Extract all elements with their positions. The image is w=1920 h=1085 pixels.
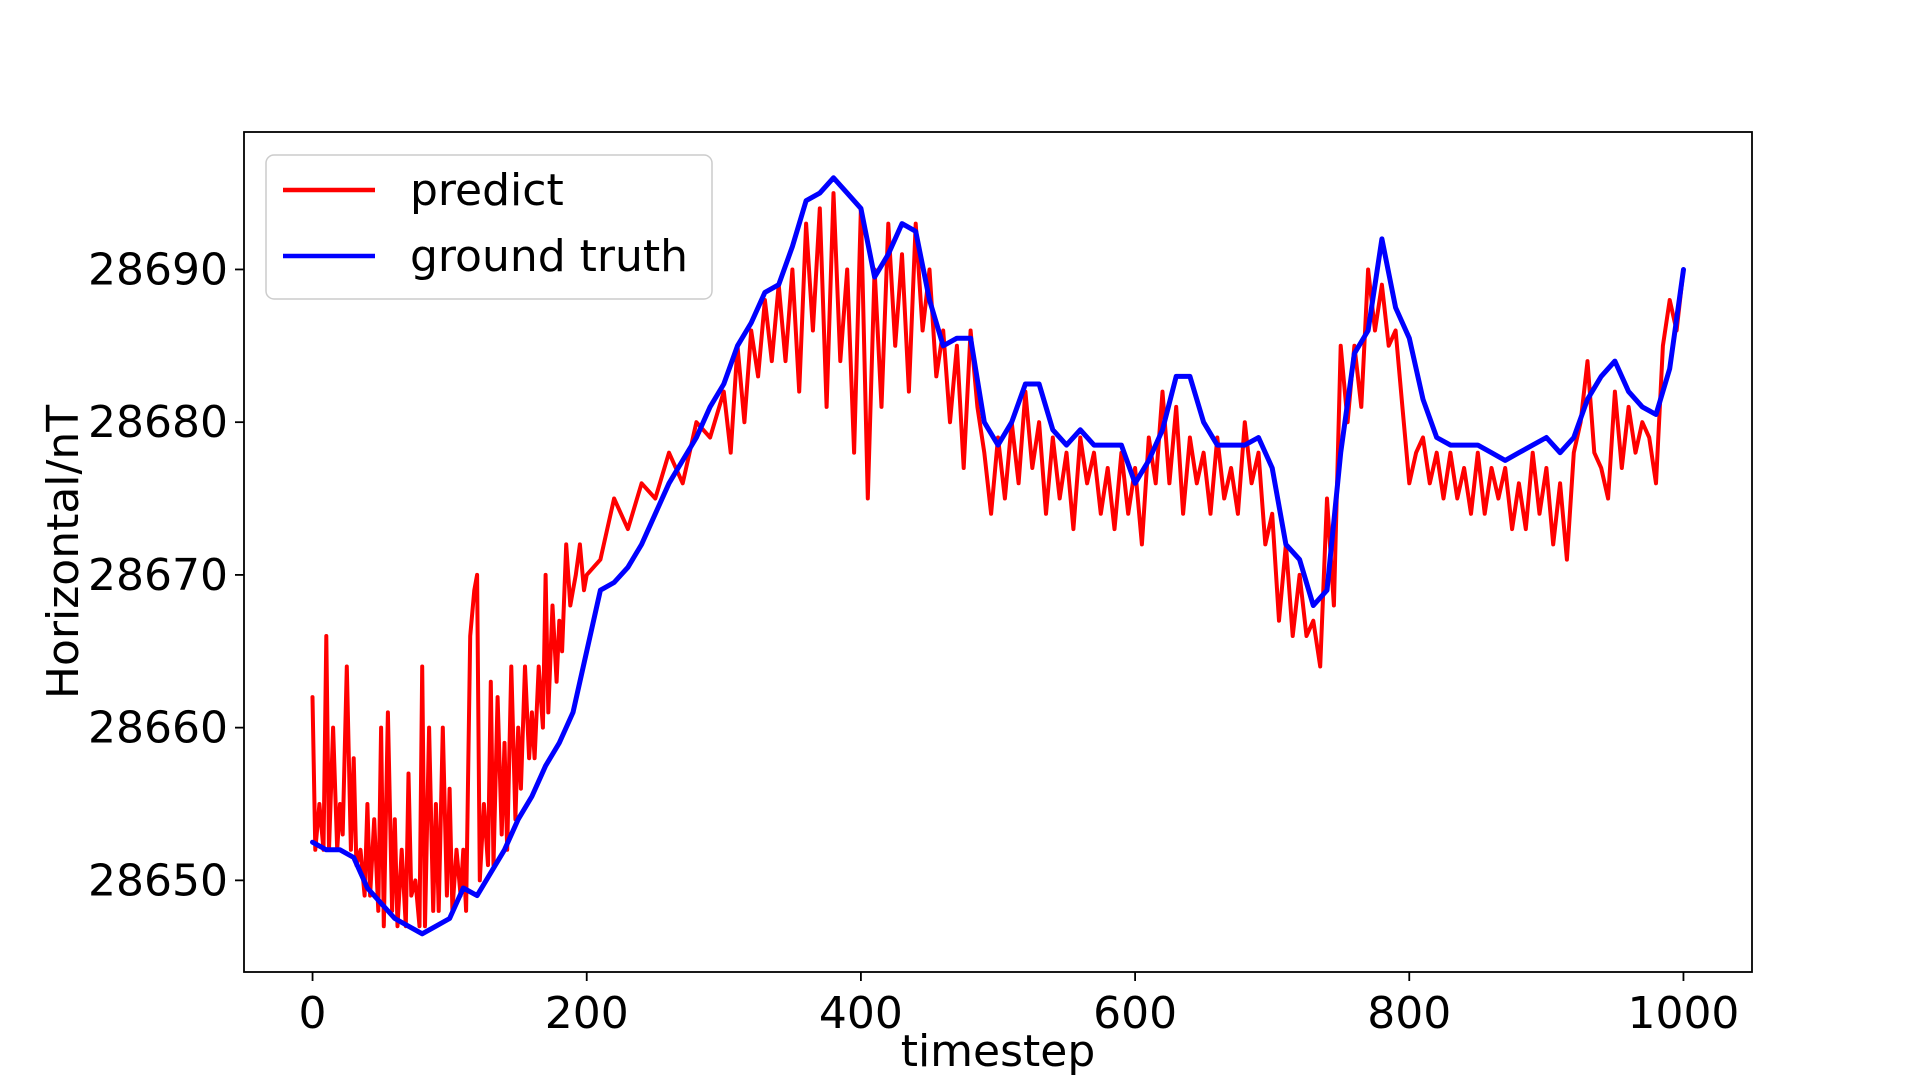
y-axis-ticks: 28650 28660 28670 28680 28690 (88, 244, 244, 906)
x-tick-label: 200 (545, 988, 629, 1039)
y-tick-label: 28690 (88, 244, 228, 295)
series-layer (310, 175, 1686, 937)
x-tick-label: 0 (299, 988, 327, 1039)
legend-label-predict: predict (410, 165, 564, 216)
legend-frame (265, 154, 713, 300)
y-axis-label: Horizontal/nT (38, 405, 89, 699)
plot-area-frame (243, 131, 1753, 973)
series-line-ground-truth (310, 175, 1686, 937)
legend-label-ground-truth: ground truth (410, 231, 688, 282)
x-tick-label: 400 (819, 988, 903, 1039)
x-tick-label: 600 (1093, 988, 1177, 1039)
legend: predict ground truth (265, 154, 713, 300)
series-line-predict (310, 191, 1686, 929)
x-axis-ticks: 0 200 400 600 800 1000 (299, 972, 1739, 1039)
x-tick-label: 1000 (1627, 988, 1739, 1039)
y-tick-label: 28670 (88, 550, 228, 601)
x-tick-label: 800 (1367, 988, 1451, 1039)
y-tick-label: 28650 (88, 855, 228, 906)
x-axis-label: timestep (901, 1026, 1096, 1077)
y-tick-label: 28680 (88, 397, 228, 448)
y-tick-label: 28660 (88, 703, 228, 754)
